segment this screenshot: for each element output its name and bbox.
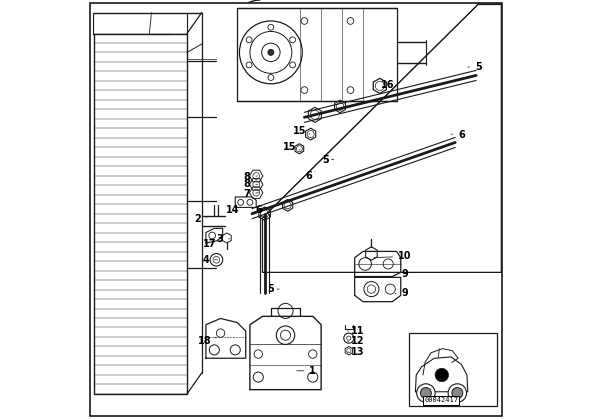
Text: 17: 17 [204, 239, 221, 249]
Text: 5: 5 [468, 62, 482, 72]
Text: 7: 7 [243, 189, 258, 199]
Circle shape [246, 62, 252, 68]
Text: 6: 6 [255, 204, 266, 215]
Circle shape [420, 388, 432, 398]
Circle shape [289, 37, 295, 43]
Text: 5: 5 [268, 284, 279, 294]
Text: 15: 15 [292, 126, 310, 136]
Circle shape [435, 368, 449, 382]
Text: 9: 9 [395, 269, 408, 279]
Circle shape [289, 62, 295, 68]
Circle shape [417, 384, 435, 402]
Bar [409, 333, 497, 406]
Text: 12: 12 [348, 336, 365, 347]
Circle shape [246, 37, 252, 43]
Text: 00042417: 00042417 [424, 398, 458, 403]
Text: 6: 6 [451, 130, 465, 140]
Text: 13: 13 [348, 347, 365, 357]
Text: 15: 15 [283, 142, 300, 153]
Text: 8: 8 [243, 172, 258, 182]
Text: 4: 4 [202, 255, 217, 265]
Text: 2: 2 [194, 214, 207, 224]
Text: 5: 5 [322, 155, 334, 165]
Text: 8: 8 [243, 178, 258, 189]
Text: 9: 9 [395, 288, 408, 298]
Text: 14: 14 [226, 205, 240, 215]
Text: 3: 3 [216, 234, 230, 244]
Text: 16: 16 [381, 80, 394, 91]
Circle shape [268, 75, 274, 80]
Circle shape [448, 384, 466, 402]
Circle shape [452, 388, 463, 398]
Text: 6: 6 [305, 171, 315, 181]
Circle shape [268, 24, 274, 30]
Text: 11: 11 [348, 326, 365, 336]
Text: 1: 1 [297, 366, 316, 376]
Text: 10: 10 [374, 251, 411, 261]
Circle shape [268, 49, 274, 55]
Text: 18: 18 [198, 336, 217, 347]
